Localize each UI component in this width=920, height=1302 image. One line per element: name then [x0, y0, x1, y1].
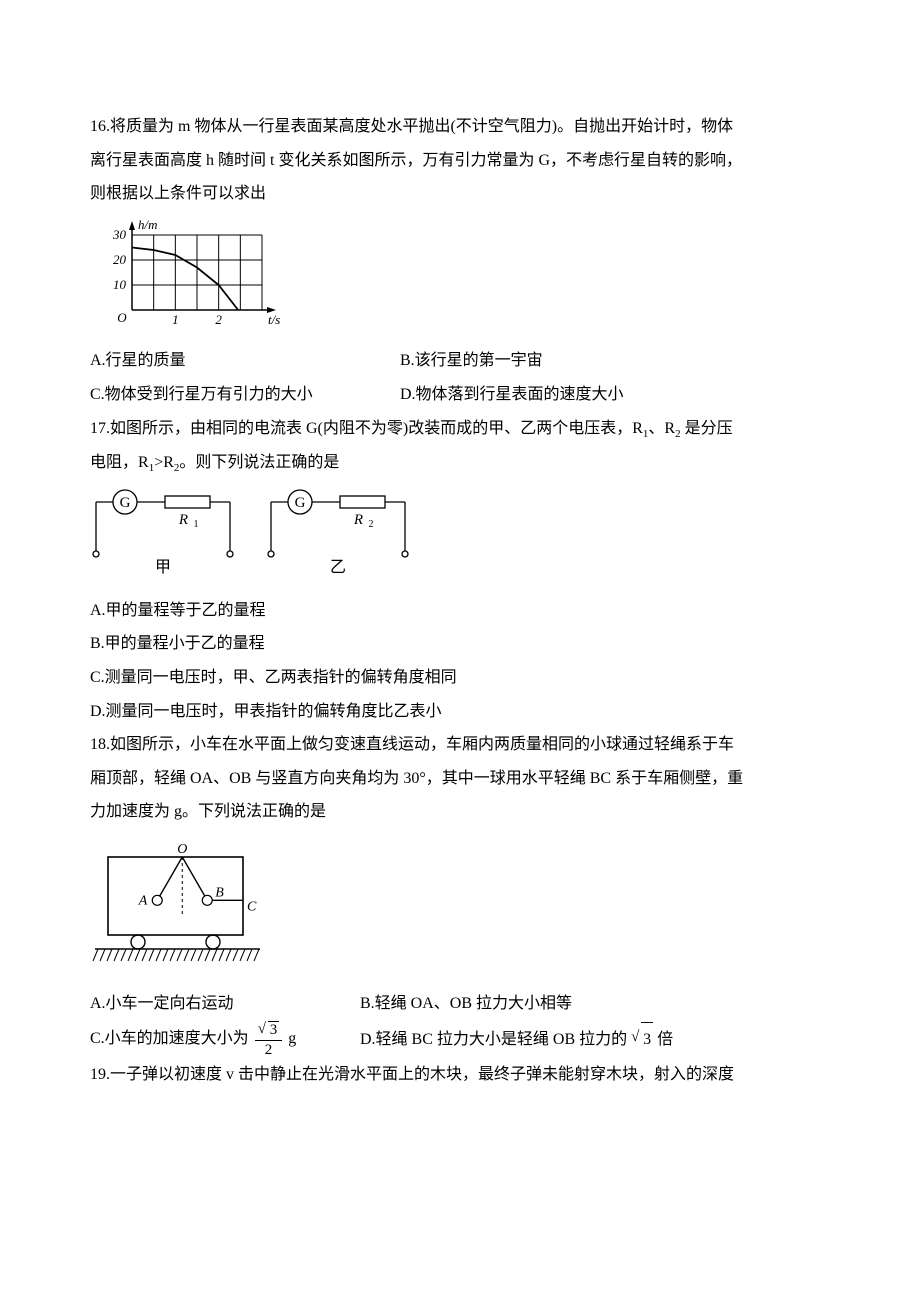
- q17-text: 是分压: [681, 420, 733, 437]
- q18-optd-post: 倍: [657, 1031, 673, 1048]
- q18-optc-text: C.小车的加速度大小为: [90, 1030, 249, 1047]
- q16-option-c: C.物体受到行星万有引力的大小: [90, 378, 400, 412]
- sqrt-icon: 3: [258, 1021, 280, 1039]
- svg-text:R: R: [353, 512, 363, 528]
- sqrt-radicand: 3: [268, 1021, 280, 1039]
- svg-text:G: G: [295, 495, 306, 511]
- svg-text:30: 30: [112, 227, 127, 242]
- svg-text:h/m: h/m: [138, 217, 158, 232]
- q16-stem-line3: 则根据以上条件可以求出: [90, 177, 830, 211]
- svg-text:2: 2: [215, 312, 222, 327]
- svg-text:1: 1: [172, 312, 179, 327]
- q18-cart-diagram: O A B C: [90, 839, 830, 982]
- svg-text:G: G: [120, 495, 131, 511]
- q17-option-b: B.甲的量程小于乙的量程: [90, 627, 830, 661]
- q18-stem-line2: 厢顶部，轻绳 OA、OB 与竖直方向夹角均为 30°，其中一球用水平轻绳 BC …: [90, 762, 830, 796]
- svg-text:O: O: [177, 842, 187, 857]
- q16-chart: 10 20 30 1 2 Oh/m t/s: [90, 215, 830, 343]
- svg-text:10: 10: [113, 277, 127, 292]
- q17-text: >R: [154, 454, 174, 471]
- q18-option-a: A.小车一定向右运动: [90, 987, 360, 1021]
- q17-option-d: D.测量同一电压时，甲表指针的偏转角度比乙表小: [90, 695, 830, 729]
- q16-stem-line2: 离行星表面高度 h 随时间 t 变化关系如图所示，万有引力常量为 G，不考虑行星…: [90, 144, 830, 178]
- q18-option-d: D.轻绳 BC 拉力大小是轻绳 OB 拉力的 3 倍: [360, 1022, 673, 1057]
- q16-option-b: B.该行星的第一宇宙: [400, 344, 543, 378]
- q19-stem-line1: 19.一子弹以初速度 v 击中静止在光滑水平面上的木块，最终子弹未能射穿木块，射…: [90, 1058, 830, 1092]
- q17-text: 电阻，R: [90, 454, 149, 471]
- q18-option-b: B.轻绳 OA、OB 拉力大小相等: [360, 987, 572, 1021]
- svg-text:A: A: [138, 893, 148, 908]
- q17-circuit-diagram: GR1甲GR2乙: [90, 484, 830, 592]
- fraction-den: 2: [255, 1041, 283, 1059]
- svg-text:2: 2: [369, 519, 374, 530]
- svg-text:B: B: [215, 885, 224, 900]
- q18-optc-post: g: [288, 1030, 296, 1047]
- svg-text:C: C: [247, 899, 257, 914]
- q16-option-d: D.物体落到行星表面的速度大小: [400, 378, 624, 412]
- svg-text:t/s: t/s: [268, 312, 280, 327]
- fraction-icon: 3 2: [255, 1021, 283, 1058]
- q18-optd-text: D.轻绳 BC 拉力大小是轻绳 OB 拉力的: [360, 1031, 627, 1048]
- q16-stem-line1: 16.将质量为 m 物体从一行星表面某高度处水平抛出(不计空气阻力)。自抛出开始…: [90, 110, 830, 144]
- sqrt-radicand: 3: [641, 1022, 653, 1057]
- sqrt-icon: 3: [631, 1022, 653, 1057]
- svg-text:乙: 乙: [330, 559, 346, 576]
- q18-stem-line3: 力加速度为 g。下列说法正确的是: [90, 795, 830, 829]
- q17-stem-line2: 电阻，R1>R2。则下列说法正确的是: [90, 446, 830, 480]
- svg-text:20: 20: [113, 252, 127, 267]
- q18-option-c: C.小车的加速度大小为 3 2 g: [90, 1021, 360, 1058]
- q17-text: 。则下列说法正确的是: [179, 454, 339, 471]
- svg-text:1: 1: [194, 519, 199, 530]
- q17-stem-line1: 17.如图所示，由相同的电流表 G(内阻不为零)改装而成的甲、乙两个电压表，R1…: [90, 412, 830, 446]
- q17-option-a: A.甲的量程等于乙的量程: [90, 594, 830, 628]
- q16-option-a: A.行星的质量: [90, 344, 400, 378]
- svg-text:甲: 甲: [155, 559, 171, 576]
- q17-text: 、R: [648, 420, 675, 437]
- svg-text:R: R: [178, 512, 188, 528]
- q18-stem-line1: 18.如图所示，小车在水平面上做匀变速直线运动，车厢内两质量相同的小球通过轻绳系…: [90, 728, 830, 762]
- q17-text: 17.如图所示，由相同的电流表 G(内阻不为零)改装而成的甲、乙两个电压表，R: [90, 420, 643, 437]
- svg-text:O: O: [117, 310, 127, 325]
- q17-option-c: C.测量同一电压时，甲、乙两表指针的偏转角度相同: [90, 661, 830, 695]
